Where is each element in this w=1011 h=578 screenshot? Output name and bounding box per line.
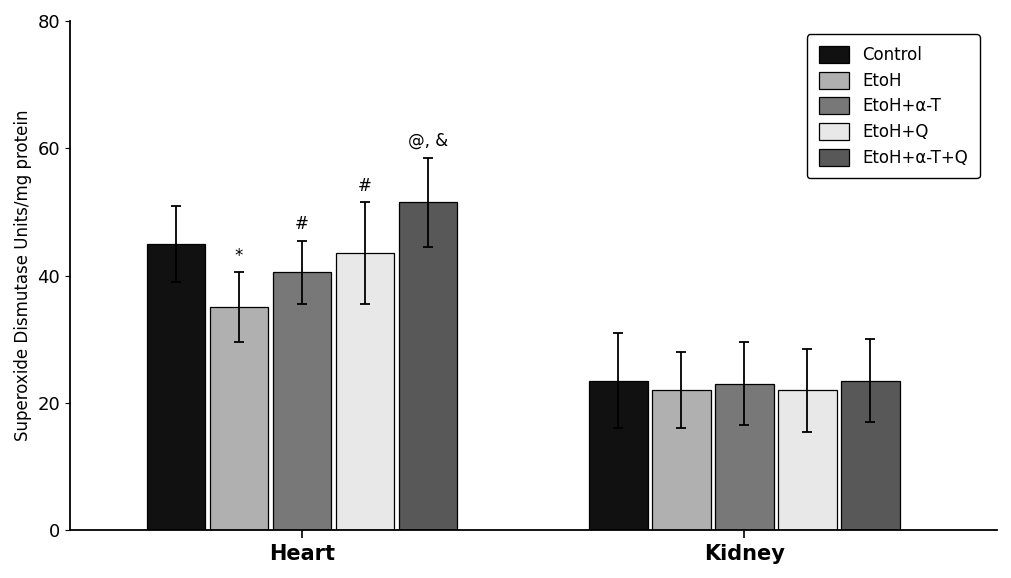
Bar: [210, 307, 268, 530]
Bar: [336, 253, 394, 530]
Text: *: *: [235, 247, 244, 265]
Bar: [147, 244, 205, 530]
Bar: [273, 272, 332, 530]
Text: #: #: [295, 215, 309, 233]
Legend: Control, EtoH, EtoH+α-T, EtoH+Q, EtoH+α-T+Q: Control, EtoH, EtoH+α-T, EtoH+Q, EtoH+α-…: [807, 34, 980, 179]
Text: @, &: @, &: [408, 132, 448, 150]
Bar: [399, 202, 457, 530]
Text: #: #: [358, 177, 372, 195]
Bar: [589, 380, 648, 530]
Bar: [778, 390, 837, 530]
Bar: [715, 384, 773, 530]
Bar: [652, 390, 711, 530]
Bar: [841, 380, 900, 530]
Y-axis label: Superoxide Dismutase Units/mg protein: Superoxide Dismutase Units/mg protein: [14, 110, 32, 442]
